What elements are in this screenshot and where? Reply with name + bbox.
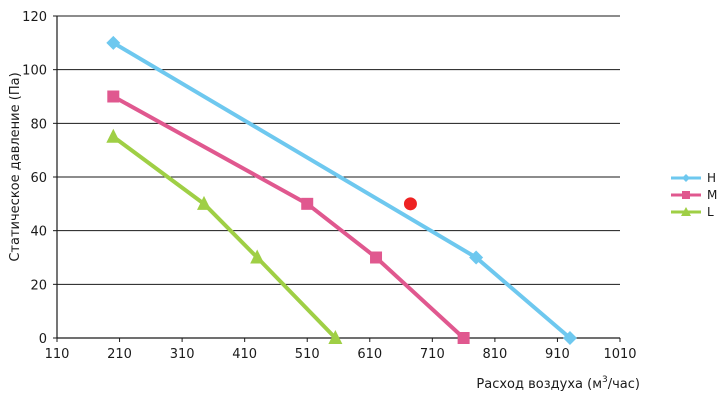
y-tick-label-0: 0 — [39, 332, 47, 347]
y-tick-label-5: 100 — [22, 64, 47, 79]
series-point-M-1 — [301, 197, 314, 210]
series-line-H — [111, 40, 572, 340]
legend-item-L: L — [671, 205, 714, 219]
series-point-M-3 — [457, 332, 470, 344]
x-axis-title-tail: /час) — [608, 377, 640, 392]
legend-label-L: L — [707, 205, 714, 219]
grid-lines — [57, 15, 620, 285]
x-axis-title: Расход воздуха (м3/час) — [476, 375, 640, 392]
x-tick-label-5: 610 — [357, 347, 382, 362]
series-point-L-3 — [328, 330, 343, 344]
y-tick-label-2: 40 — [30, 225, 47, 240]
series-L — [106, 128, 343, 344]
series-point-M-2 — [370, 251, 383, 264]
highlight-point-0 — [403, 197, 417, 211]
legend-label-M: M — [707, 188, 717, 202]
series-point-H-1 — [469, 250, 484, 265]
legend-marker-H — [682, 174, 690, 182]
legend-item-M: M — [671, 188, 717, 202]
x-tick-labels: 110 210 310 410 510 610 710 810 910 1010 — [45, 338, 637, 362]
x-tick-label-9: 1010 — [603, 347, 636, 362]
x-tick-label-6: 710 — [420, 347, 445, 362]
series-point-L-0 — [106, 128, 121, 143]
x-tick-label-0: 110 — [45, 347, 70, 362]
series-line-M — [111, 94, 466, 340]
y-tick-labels: 0 20 40 60 80 100 120 — [22, 10, 57, 347]
annotations — [403, 197, 417, 211]
x-tick-label-8: 910 — [545, 347, 570, 362]
series-point-L-2 — [250, 249, 265, 264]
series-M — [107, 90, 470, 344]
legend-marker-M — [682, 191, 690, 199]
y-tick-label-6: 120 — [22, 10, 47, 25]
x-axis-title-main: Расход воздуха (м — [476, 377, 602, 392]
legend-marker-L — [681, 207, 691, 216]
series-point-M-0 — [107, 90, 120, 103]
series-point-H-2 — [562, 331, 577, 345]
series-H — [106, 35, 577, 345]
y-tick-label-4: 80 — [30, 117, 47, 132]
series-point-H-0 — [106, 35, 121, 50]
x-tick-label-2: 310 — [170, 347, 195, 362]
y-tick-label-1: 20 — [30, 278, 47, 293]
legend-label-H: H — [707, 171, 716, 185]
series-point-L-1 — [197, 195, 212, 210]
x-tick-label-3: 410 — [232, 347, 257, 362]
y-tick-label-3: 60 — [30, 171, 47, 186]
x-tick-label-1: 210 — [107, 347, 132, 362]
legend-item-H: H — [671, 171, 716, 185]
x-axis-title-superscript: 3 — [602, 375, 608, 385]
x-tick-label-4: 510 — [295, 347, 320, 362]
legend: HML — [671, 171, 717, 219]
x-tick-label-7: 810 — [482, 347, 507, 362]
y-axis-title: Статическое давление (Па) — [8, 72, 23, 261]
series-group — [106, 35, 577, 345]
series-line-L — [111, 134, 338, 340]
